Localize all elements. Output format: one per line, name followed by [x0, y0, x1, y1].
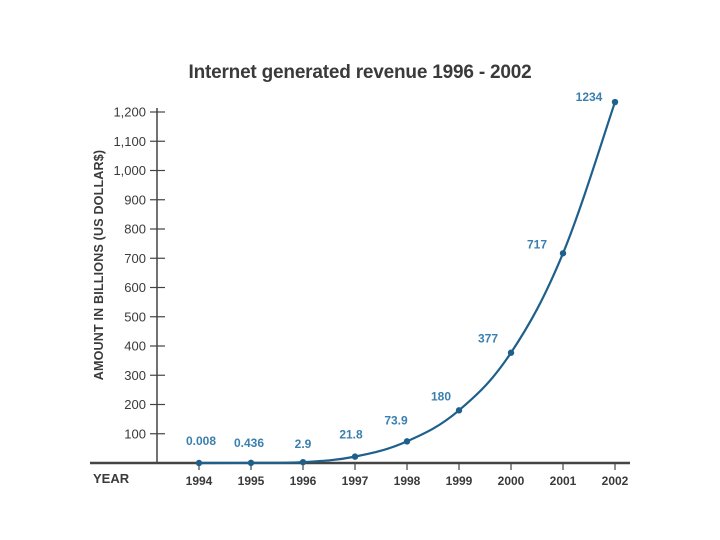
y-tick-label: 600: [124, 280, 146, 295]
y-tick-label: 500: [124, 309, 146, 324]
data-label: 180: [431, 389, 451, 403]
y-tick-label: 300: [124, 368, 146, 383]
y-tick-label: 700: [124, 251, 146, 266]
data-point: [611, 98, 619, 106]
x-tick-label: 1996: [290, 474, 317, 488]
x-tick-label: 1994: [186, 474, 213, 488]
chart-title: Internet generated revenue 1996 - 2002: [188, 62, 532, 83]
x-axis-label: YEAR: [93, 471, 130, 486]
data-label: 0.436: [234, 436, 264, 450]
x-tick-label: 1998: [394, 474, 421, 488]
x-tick-label: 2001: [550, 474, 577, 488]
y-tick-label: 1,100: [113, 134, 146, 149]
y-tick-label: 900: [124, 192, 146, 207]
y-tick-label: 400: [124, 339, 146, 354]
data-point: [247, 459, 255, 467]
data-label: 21.8: [339, 428, 363, 442]
x-tick-label: 1999: [446, 474, 473, 488]
data-point: [195, 459, 203, 467]
data-point: [299, 458, 307, 466]
data-point: [507, 349, 515, 356]
y-tick-label: 800: [124, 222, 146, 237]
data-point: [559, 250, 567, 257]
data-label: 2.9: [295, 437, 312, 451]
series-line: [198, 101, 617, 465]
y-tick-label: 200: [124, 397, 146, 412]
data-label: 1234: [576, 90, 603, 104]
y-tick-label: 1,200: [113, 105, 146, 120]
y-tick-label: 1,000: [113, 163, 146, 178]
y-tick-label: 100: [124, 426, 146, 441]
x-tick-label: 1997: [342, 474, 369, 488]
x-tick-label: 2002: [602, 474, 629, 488]
data-label: 377: [478, 332, 498, 346]
data-point: [351, 453, 359, 460]
data-label: 717: [527, 237, 547, 251]
x-tick-label: 1995: [238, 474, 265, 488]
x-tick-label: 2000: [498, 474, 525, 488]
data-point: [455, 407, 463, 414]
data-label: 0.008: [186, 434, 216, 448]
data-point: [403, 438, 411, 445]
data-label: 73.9: [384, 413, 408, 427]
